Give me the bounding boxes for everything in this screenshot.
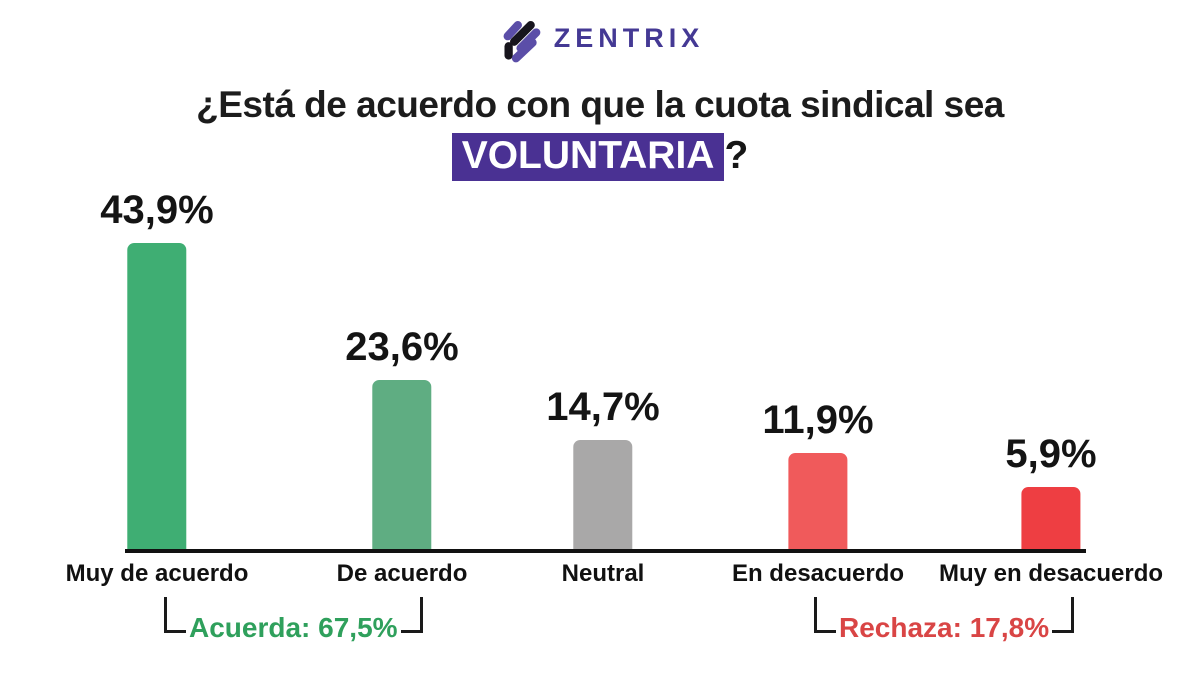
category-label-en-desacuerdo: En desacuerdo: [731, 560, 905, 587]
bracket-corner-left: [164, 597, 186, 633]
zentrix-logo: ZENTRIX: [496, 10, 705, 66]
bar-group-neutral: 14,7%: [546, 385, 660, 551]
bar-muy-en-desacuerdo: [1021, 487, 1081, 551]
bar-group-muy-de-acuerdo: 43,9%: [100, 188, 214, 551]
acuerda-summary-text: Acuerda: 67,5%: [189, 612, 398, 643]
acuerda-bracket: Acuerda: 67,5%: [164, 597, 423, 642]
bar-value-label: 23,6%: [345, 325, 459, 369]
zentrix-logo-text: ZENTRIX: [553, 22, 705, 53]
chart-title-line1: ¿Está de acuerdo con que la cuota sindic…: [196, 84, 1004, 125]
bracket-corner-right: [400, 597, 423, 633]
bar-group-de-acuerdo: 23,6%: [345, 325, 459, 551]
bar-muy-de-acuerdo: [127, 243, 187, 551]
rechaza-summary-text: Rechaza: 17,8%: [839, 612, 1050, 643]
zentrix-logo-icon: [503, 20, 541, 63]
bar-value-label: 14,7%: [546, 385, 660, 429]
bar-group-muy-en-desacuerdo: 5,9%: [1005, 432, 1097, 551]
bar-neutral: [573, 440, 633, 551]
category-label-neutral: Neutral: [561, 560, 645, 587]
chart-title-line2: VOLUNTARIA?: [0, 133, 1200, 181]
category-label-de-acuerdo: De acuerdo: [336, 560, 468, 587]
category-label-muy-en-desacuerdo: Muy en desacuerdo: [938, 560, 1164, 587]
bracket-corner-left: [814, 597, 836, 633]
bar-de-acuerdo: [372, 380, 432, 551]
title-question-mark: ?: [724, 134, 749, 177]
bar-en-desacuerdo: [788, 453, 848, 551]
title-highlight-voluntaria: VOLUNTARIA: [451, 133, 725, 181]
category-label-muy-de-acuerdo: Muy de acuerdo: [65, 560, 249, 587]
bracket-corner-right: [1052, 597, 1075, 633]
bar-value-label: 43,9%: [100, 188, 214, 232]
bar-group-en-desacuerdo: 11,9%: [762, 398, 874, 551]
bar-value-label: 11,9%: [762, 398, 874, 442]
bar-value-label: 5,9%: [1005, 432, 1097, 476]
rechaza-bracket: Rechaza: 17,8%: [814, 597, 1075, 642]
x-axis-line: [125, 549, 1086, 553]
